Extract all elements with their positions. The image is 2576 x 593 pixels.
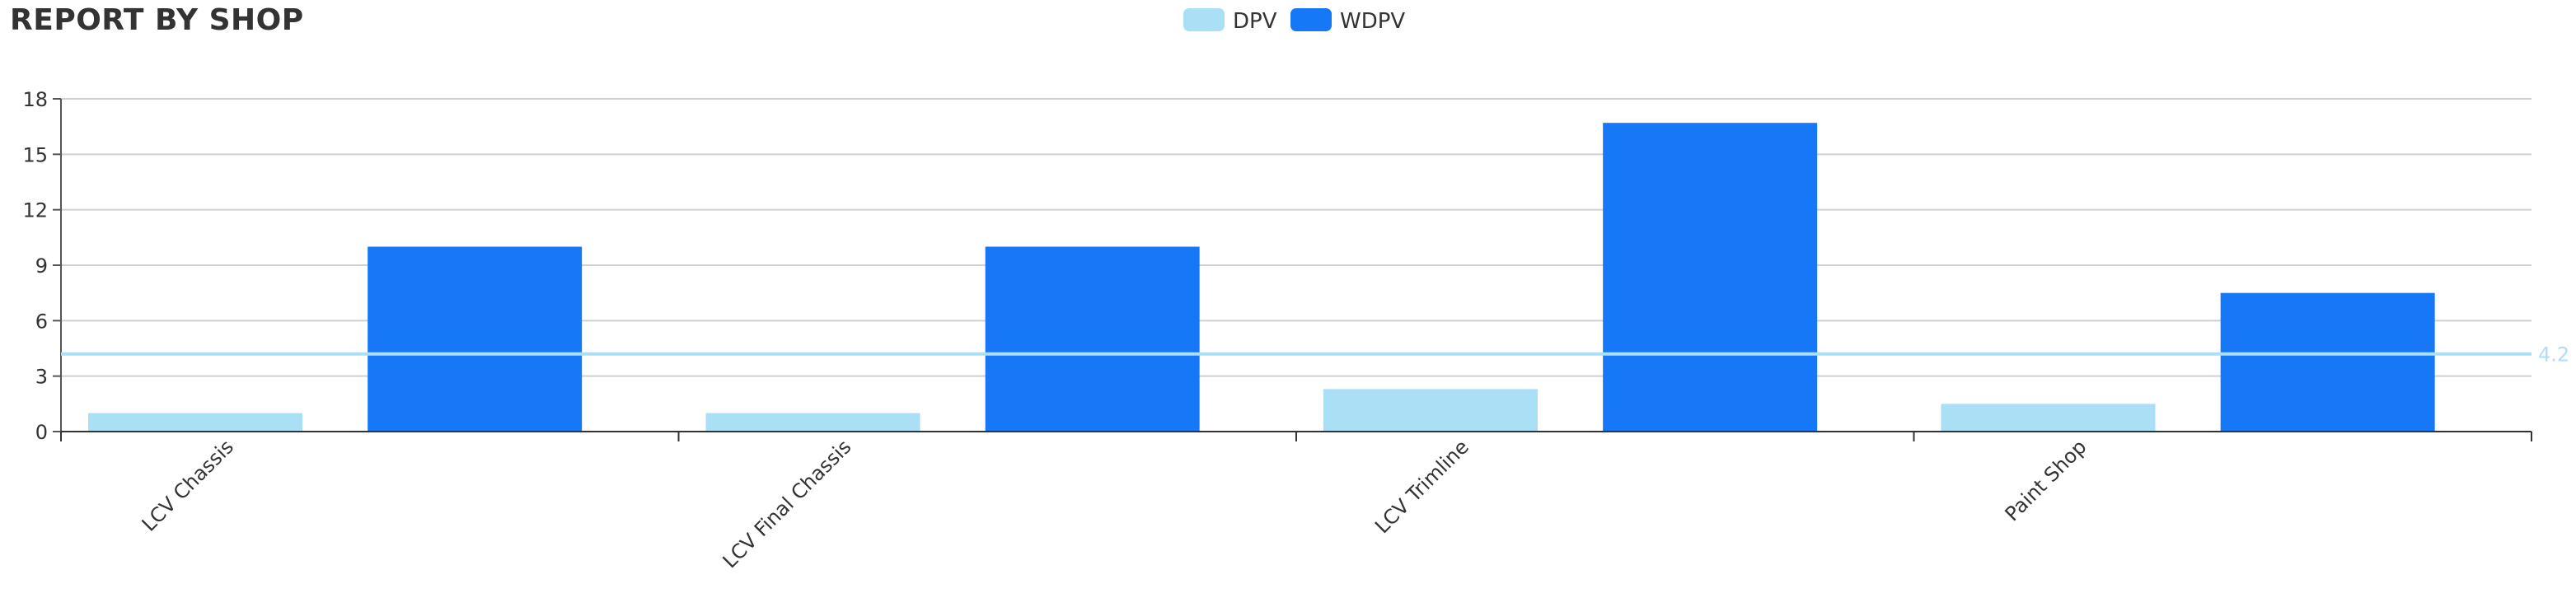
y-tick-label: 9 [35, 254, 48, 278]
bar-dpv [1323, 389, 1539, 432]
x-tick-label: LCV Final Chassis [719, 435, 856, 572]
x-tick-label: Paint Shop [2001, 435, 2091, 525]
bar-wdpv [1603, 123, 1818, 432]
x-tick-label: LCV Trimline [1370, 435, 1473, 538]
chart-title: REPORT BY SHOP [10, 3, 304, 37]
x-axis: LCV Chassis LCV Final Chassis LCV Trimline… [60, 431, 2532, 572]
y-tick-label: 6 [35, 310, 48, 333]
legend-label-wdpv[interactable]: WDPV [1340, 9, 1405, 34]
bar-dpv [705, 413, 920, 432]
legend[interactable]: DPV WDPV [1183, 8, 1405, 34]
y-axis: 0 3 6 9 12 15 18 [22, 88, 62, 444]
bar-wdpv [2220, 292, 2435, 432]
legend-swatch-dpv[interactable] [1183, 8, 1225, 31]
y-tick-label: 3 [35, 366, 48, 389]
bar-wdpv [368, 246, 583, 432]
y-tick-label: 18 [22, 88, 48, 111]
legend-label-dpv[interactable]: DPV [1233, 9, 1277, 34]
legend-swatch-wdpv[interactable] [1290, 8, 1332, 31]
reference-line-label: 4.2 [2538, 343, 2569, 367]
y-tick-label: 15 [22, 143, 48, 166]
bars [88, 123, 2435, 432]
bar-wdpv [985, 246, 1200, 432]
bar-dpv [1941, 404, 2156, 432]
bar-dpv [88, 413, 303, 432]
y-tick-label: 12 [22, 199, 48, 222]
x-tick-label: LCV Chassis [138, 435, 238, 535]
reference-line-group: 4.2 [61, 343, 2569, 367]
y-tick-label: 0 [35, 421, 48, 444]
